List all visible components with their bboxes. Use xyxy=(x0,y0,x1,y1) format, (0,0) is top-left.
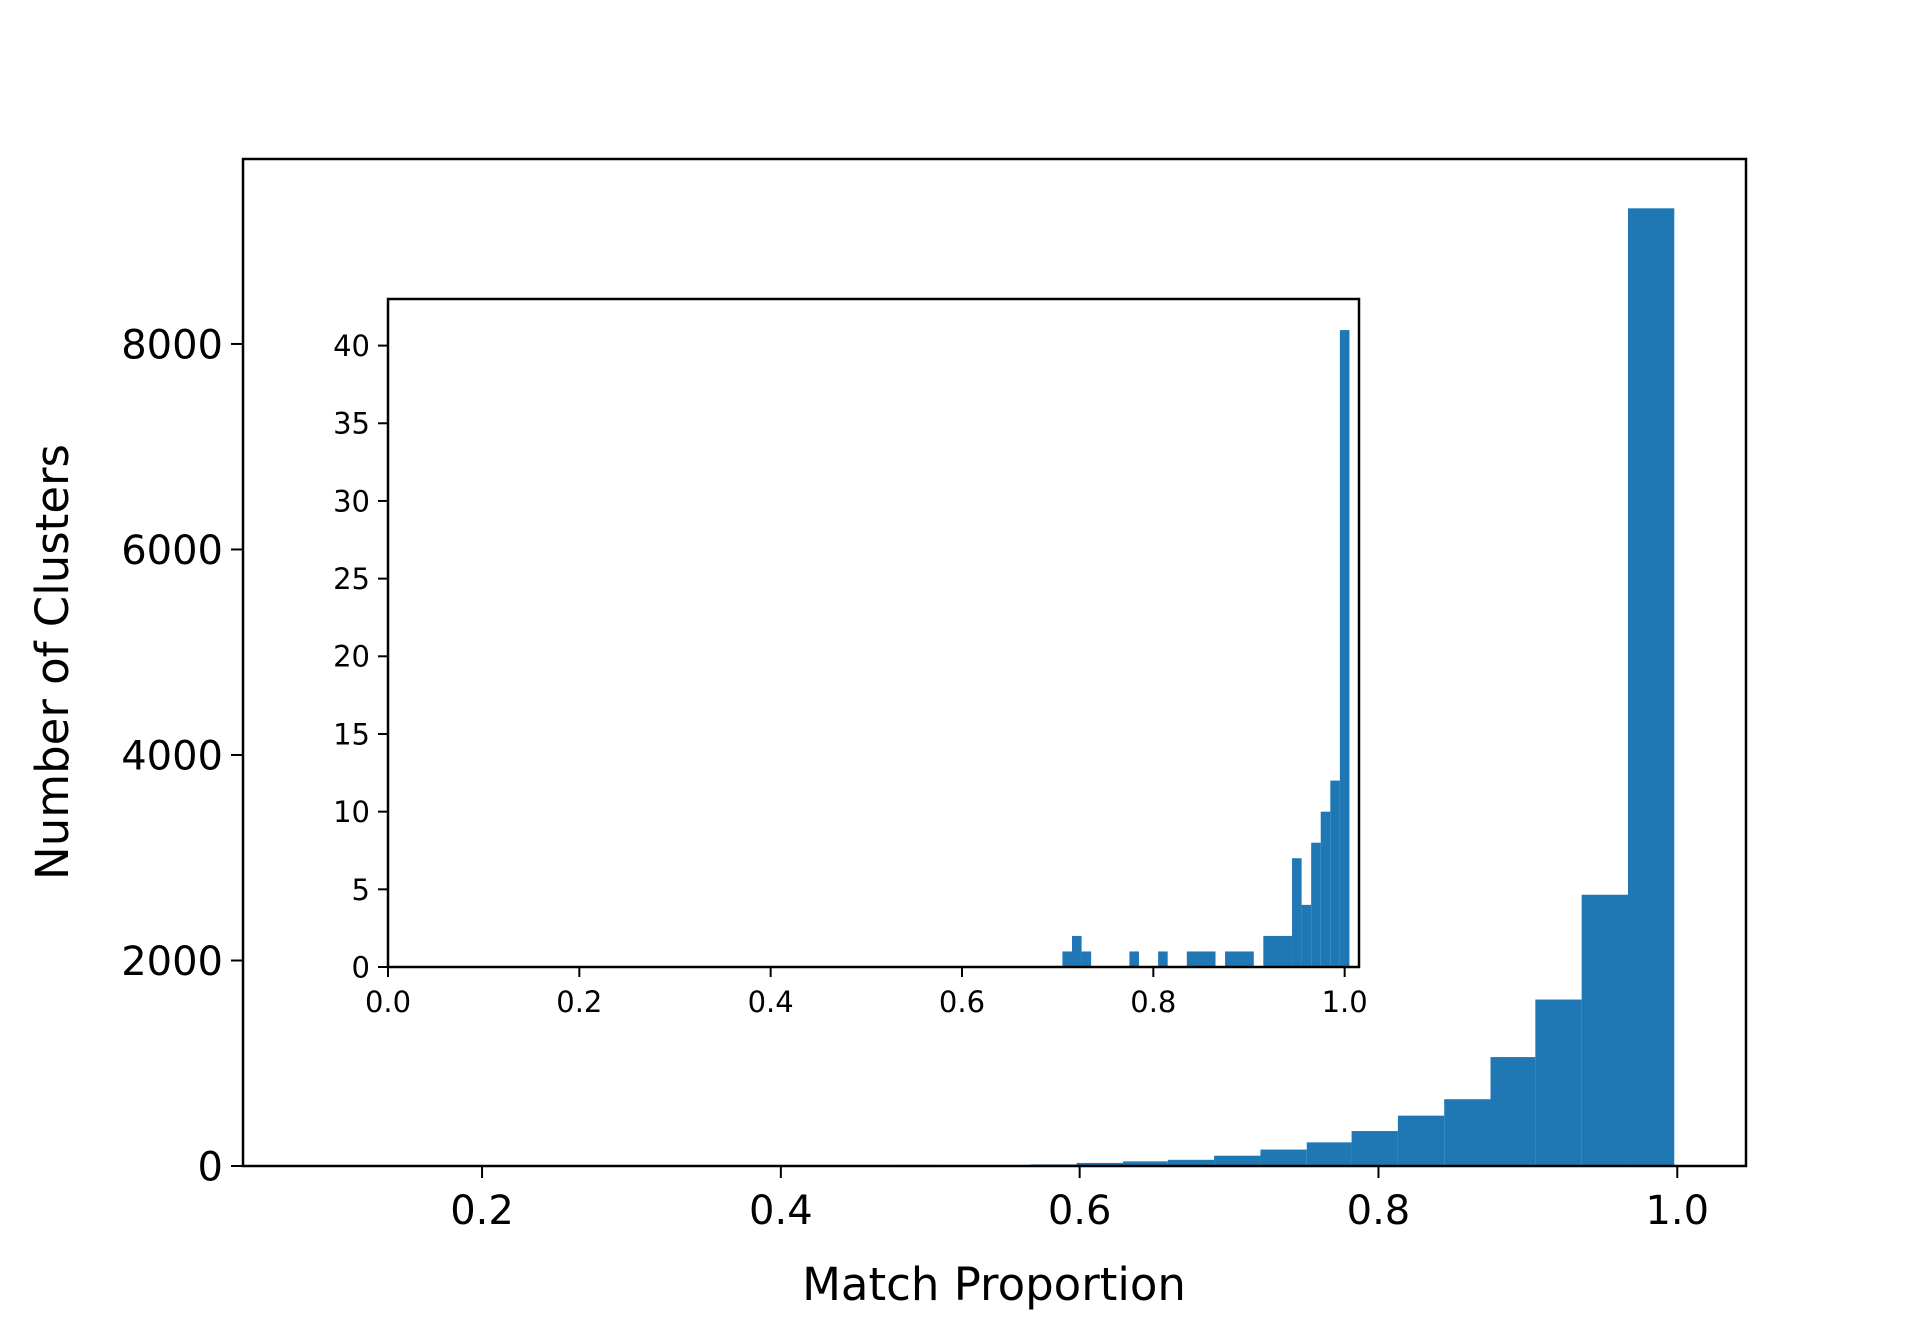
inset-y-tick-label: 30 xyxy=(333,484,370,518)
main-bar xyxy=(1306,1142,1352,1166)
inset-bar xyxy=(1292,858,1302,967)
main-bar xyxy=(1351,1131,1398,1166)
main-bar xyxy=(1260,1149,1307,1166)
inset-y-tick-label: 20 xyxy=(333,640,370,674)
inset-bar xyxy=(1311,842,1321,967)
main-x-tick-label: 1.0 xyxy=(1645,1188,1709,1234)
main-y-ticks: 0 2000 4000 6000 8000 xyxy=(121,322,243,1190)
inset-bar xyxy=(1129,951,1139,967)
inset-plot-frame xyxy=(386,297,1361,969)
main-bar xyxy=(1076,1162,1123,1166)
inset-x-tick-label: 1.0 xyxy=(1322,985,1368,1019)
main-bar xyxy=(1444,1099,1491,1166)
inset-bar xyxy=(1186,951,1216,967)
main-bar xyxy=(1581,894,1628,1166)
main-bar xyxy=(1122,1161,1168,1166)
inset-bar xyxy=(1225,951,1254,967)
inset-bar xyxy=(1339,330,1350,967)
inset-bar xyxy=(1330,780,1340,967)
inset-y-tick-label: 35 xyxy=(333,407,370,441)
inset-bar xyxy=(1158,951,1168,967)
inset-y-tick-label: 25 xyxy=(333,562,370,596)
main-x-tick-label: 0.2 xyxy=(450,1188,514,1234)
main-x-tick-label: 0.6 xyxy=(1048,1188,1112,1234)
inset-y-ticks: 0 5 10 15 20 25 30 35 40 xyxy=(333,329,388,984)
main-bar xyxy=(1167,1159,1215,1166)
main-bar xyxy=(1490,1057,1536,1166)
main-y-tick-label: 2000 xyxy=(121,939,223,985)
main-plot-frame xyxy=(241,157,1748,1168)
main-y-tick-label: 6000 xyxy=(121,528,223,574)
inset-x-tick-label: 0.8 xyxy=(1130,985,1176,1019)
main-bar xyxy=(1627,208,1675,1166)
main-bars xyxy=(892,208,1675,1167)
main-x-tick-label: 0.4 xyxy=(749,1188,813,1234)
inset-axes: 0.0 0.2 0.4 0.6 0.8 1.0 0 5 10 15 20 25 30 35 40 xyxy=(333,297,1368,1019)
inset-y-tick-label: 10 xyxy=(333,795,370,829)
inset-y-tick-label: 5 xyxy=(352,873,370,907)
inset-bar xyxy=(1081,951,1092,967)
inset-bars xyxy=(1062,330,1350,967)
main-bar xyxy=(1214,1155,1261,1166)
inset-x-tick-label: 0.4 xyxy=(748,985,794,1019)
inset-y-tick-label: 40 xyxy=(333,329,370,363)
inset-x-tick-label: 0.0 xyxy=(365,985,411,1019)
inset-bar xyxy=(1062,951,1073,967)
x-axis-label: Match Proportion xyxy=(802,1258,1186,1311)
main-x-ticks: 0.2 0.4 0.6 0.8 1.0 xyxy=(450,1166,1709,1234)
inset-y-tick-label: 0 xyxy=(352,950,370,984)
main-bar xyxy=(1397,1115,1445,1166)
inset-bar xyxy=(1320,811,1331,967)
main-bar xyxy=(1535,999,1582,1166)
main-y-tick-label: 4000 xyxy=(121,733,223,779)
inset-x-tick-label: 0.2 xyxy=(556,985,602,1019)
y-axis-label: Number of Clusters xyxy=(26,444,79,880)
inset-background xyxy=(388,299,1359,967)
inset-bar xyxy=(1072,935,1082,967)
inset-bar xyxy=(1301,904,1312,967)
main-axes: 0.2 0.4 0.6 0.8 1.0 0 2000 4000 6000 8000 Match … xyxy=(26,157,1748,1311)
inset-x-tick-label: 0.6 xyxy=(939,985,985,1019)
inset-y-tick-label: 15 xyxy=(333,717,370,751)
main-y-tick-label: 8000 xyxy=(121,322,223,368)
main-y-tick-label: 0 xyxy=(198,1144,223,1190)
inset-x-ticks: 0.0 0.2 0.4 0.6 0.8 1.0 xyxy=(365,967,1368,1019)
inset-bar xyxy=(1263,935,1293,967)
main-x-tick-label: 0.8 xyxy=(1347,1188,1411,1234)
